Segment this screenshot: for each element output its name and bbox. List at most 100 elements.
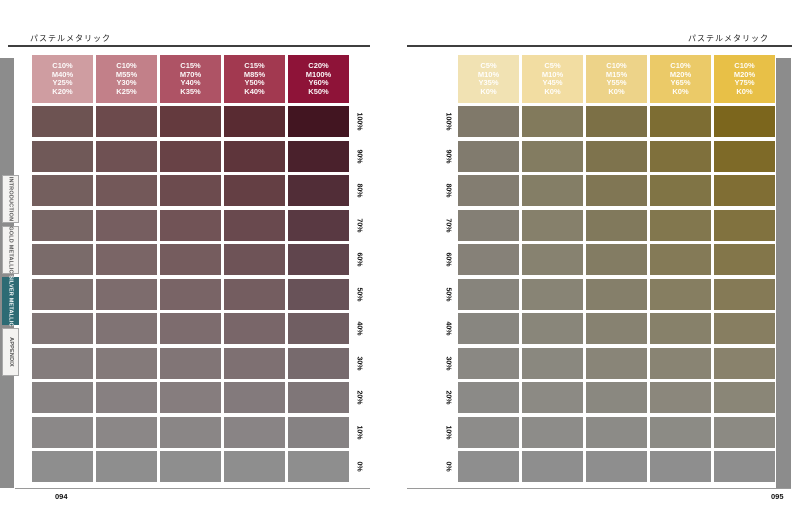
- tint-swatch: [96, 451, 157, 483]
- tint-swatch: [522, 278, 583, 310]
- row-percent-text: 100%: [444, 112, 452, 131]
- tint-swatch: [522, 140, 583, 172]
- cmyk-value-line: K0%: [672, 86, 689, 96]
- tint-swatch: [288, 175, 349, 207]
- page-header-left: パステルメタリック: [30, 34, 111, 43]
- cmyk-value-line: C10%: [606, 61, 627, 70]
- row-percent-text: 10%: [355, 425, 363, 440]
- cmyk-value-line: K40%: [244, 86, 265, 96]
- row-percent-label: 20%: [352, 382, 366, 413]
- cmyk-header-swatch: C15% M85% Y50% K40%: [224, 55, 285, 103]
- tint-swatch: [224, 416, 285, 448]
- tint-swatch: [160, 347, 221, 379]
- row-percent-text: 50%: [355, 287, 363, 302]
- tint-swatch: [522, 106, 583, 138]
- tint-swatch: [160, 382, 221, 414]
- tint-swatch: [160, 278, 221, 310]
- right-edge-strip: [776, 58, 791, 488]
- tint-swatch: [650, 347, 711, 379]
- tint-swatch: [32, 313, 93, 345]
- tint-swatch: [32, 347, 93, 379]
- tint-swatch: [32, 382, 93, 414]
- tint-swatch: [650, 244, 711, 276]
- row-percent-text: 90%: [444, 149, 452, 164]
- cmyk-value-line: C5%: [480, 61, 497, 70]
- tint-swatch: [586, 347, 647, 379]
- tint-swatch: [522, 451, 583, 483]
- row-percent-label: 90%: [352, 141, 366, 172]
- tint-swatch: [224, 209, 285, 241]
- tab-appendix[interactable]: APPENDIX: [2, 328, 19, 376]
- row-percent-text: 80%: [444, 183, 452, 198]
- row-percent-label: 0%: [441, 451, 455, 482]
- tint-swatch: [96, 416, 157, 448]
- tint-swatch: [288, 106, 349, 138]
- tint-swatch: [288, 347, 349, 379]
- tint-swatch: [714, 209, 775, 241]
- tint-swatch: [458, 140, 519, 172]
- tint-swatch: [714, 140, 775, 172]
- cmyk-value-line: M40%: [51, 69, 74, 79]
- tint-swatch: [522, 347, 583, 379]
- tint-swatch: [714, 313, 775, 345]
- row-percent-text: 30%: [355, 356, 363, 371]
- page-header-right: パステルメタリック: [688, 34, 769, 43]
- cmyk-header-swatch: C10% M20% Y75% K0%: [714, 55, 775, 103]
- tint-swatch: [586, 140, 647, 172]
- cmyk-header-swatch: C15% M70% Y40% K35%: [160, 55, 221, 103]
- tint-swatch: [650, 209, 711, 241]
- tint-swatch: [586, 313, 647, 345]
- tint-swatch: [522, 416, 583, 448]
- row-percent-text: 60%: [444, 252, 452, 267]
- tint-swatch: [96, 278, 157, 310]
- tint-swatch: [288, 209, 349, 241]
- tab-silver-metallic[interactable]: SILVER METALLIC: [2, 275, 19, 327]
- tint-swatch: [224, 451, 285, 483]
- cmyk-value-line: K0%: [608, 86, 625, 96]
- tint-swatch: [288, 451, 349, 483]
- cmyk-value-line: M85%: [243, 69, 266, 79]
- tint-swatch: [714, 451, 775, 483]
- cmyk-value-line: K25%: [116, 86, 137, 96]
- cmyk-header-swatch: C10% M15% Y55% K0%: [586, 55, 647, 103]
- tint-swatch: [160, 106, 221, 138]
- cmyk-value-line: Y60%: [308, 78, 329, 87]
- cmyk-value-line: K50%: [308, 86, 329, 96]
- tint-swatch: [32, 140, 93, 172]
- tint-swatch: [586, 382, 647, 414]
- tint-swatch: [96, 209, 157, 241]
- cmyk-header-swatch: C10% M40% Y25% K20%: [32, 55, 93, 103]
- tint-swatch: [288, 313, 349, 345]
- tint-swatch: [650, 416, 711, 448]
- tint-swatch: [522, 209, 583, 241]
- page-number-left: 094: [55, 492, 68, 501]
- tint-swatch: [224, 106, 285, 138]
- cmyk-header-swatch: C20% M100% Y60% K50%: [288, 55, 349, 103]
- row-percent-label: 60%: [352, 244, 366, 275]
- tab-label: SILVER METALLIC: [7, 275, 14, 327]
- tint-swatch: [458, 313, 519, 345]
- cmyk-value-line: Y55%: [606, 78, 627, 87]
- tint-swatch: [458, 244, 519, 276]
- cmyk-header-swatch: C5% M10% Y45% K0%: [522, 55, 583, 103]
- row-percent-label: 90%: [441, 141, 455, 172]
- cmyk-value-line: M55%: [115, 69, 138, 79]
- cmyk-value-line: M15%: [605, 69, 628, 79]
- tab-label: APPENDIX: [7, 337, 14, 367]
- tint-swatch: [32, 175, 93, 207]
- row-percent-text: 50%: [444, 287, 452, 302]
- tint-swatch: [224, 382, 285, 414]
- tint-swatch: [224, 313, 285, 345]
- tint-swatch: [714, 175, 775, 207]
- tint-swatch: [650, 451, 711, 483]
- row-percent-label: 30%: [352, 348, 366, 379]
- tab-gold-metallic[interactable]: GOLD METALLIC: [2, 226, 19, 274]
- cmyk-value-line: C10%: [734, 61, 755, 70]
- grid-spacer: [441, 55, 455, 103]
- tab-introduction[interactable]: INTRODUCTION: [2, 175, 19, 223]
- row-percent-label: 80%: [352, 175, 366, 206]
- cmyk-value-line: C20%: [308, 61, 329, 70]
- cmyk-value-line: C15%: [180, 61, 201, 70]
- tint-swatch: [288, 416, 349, 448]
